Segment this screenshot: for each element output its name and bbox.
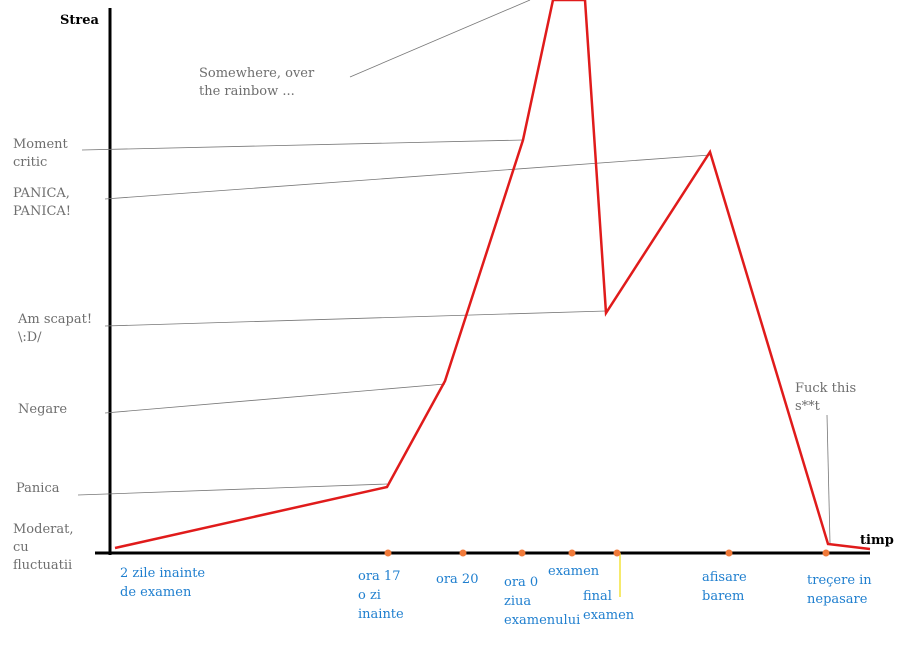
stress-level-label: Moderat, <box>13 522 73 537</box>
annotation: Somewhere, over <box>199 66 315 81</box>
x-axis-label: timp <box>860 533 894 548</box>
stress-level-label: Am scapat! <box>17 312 92 327</box>
time-label: o zi <box>358 588 381 603</box>
stress-level-label: \:D/ <box>18 330 42 345</box>
time-label: ziua <box>504 594 531 609</box>
time-dots <box>384 549 830 557</box>
time-label: final <box>583 589 612 604</box>
time-label: nepasare <box>807 592 868 607</box>
stress-level-label: Negare <box>18 402 67 417</box>
stress-level-label: PANICA! <box>13 204 71 219</box>
stress-level-label: Panica <box>16 481 60 496</box>
time-label: ora 20 <box>436 572 478 587</box>
time-label: examen <box>548 564 600 579</box>
y-axis-label: Strea <box>60 13 100 28</box>
time-label: ora 0 <box>504 575 538 590</box>
stress-level-label: critic <box>13 155 47 170</box>
time-label: 2 zile inainte <box>120 566 205 581</box>
time-label: inainte <box>358 607 404 622</box>
labels: Moment critic PANICA, PANICA! Am scapat! \:D/… <box>13 66 872 628</box>
stress-level-label: fluctuatii <box>13 558 72 573</box>
time-label: examenului <box>504 613 580 628</box>
stress-level-label: cu <box>13 540 29 555</box>
stress-level-label: PANICA, <box>13 186 70 201</box>
stress-level-label: Moment <box>13 137 69 152</box>
time-label: afisare <box>702 570 747 585</box>
time-label: de examen <box>120 585 192 600</box>
annotation: the rainbow ... <box>199 84 295 99</box>
annotation: s**t <box>795 399 821 414</box>
leader-lines <box>77 0 831 544</box>
time-label: ora 17 <box>358 569 400 584</box>
time-label: examen <box>583 608 635 623</box>
annotation: Fuck this <box>795 381 856 396</box>
stress-curve <box>114 0 871 551</box>
time-label: treçere in <box>807 573 872 588</box>
time-label: barem <box>702 589 744 604</box>
